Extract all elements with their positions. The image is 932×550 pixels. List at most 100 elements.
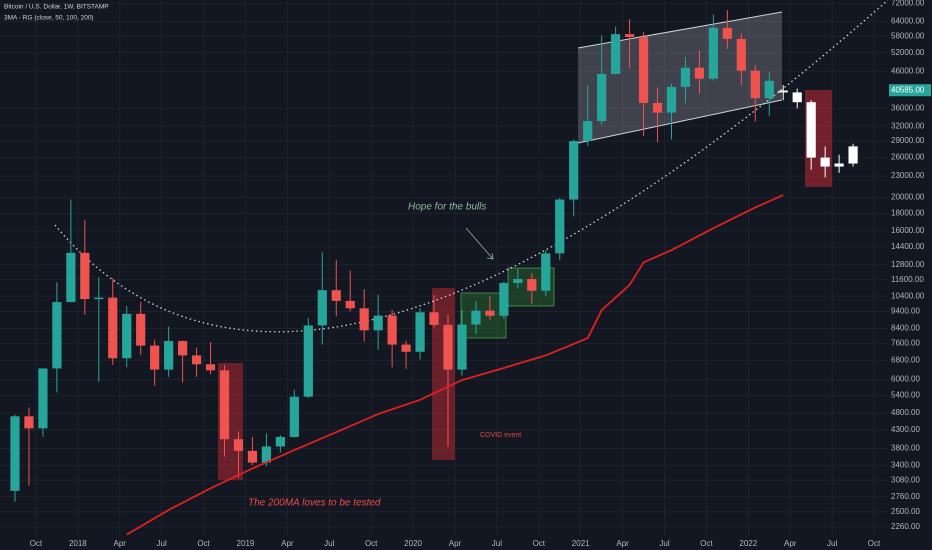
candle-body	[24, 416, 34, 429]
y-tick-label: 11600.00	[891, 275, 924, 284]
x-tick-label: Oct	[700, 539, 713, 548]
parabola	[54, 0, 889, 333]
candle-body	[401, 344, 411, 352]
candle-body	[499, 282, 509, 316]
candle-body	[205, 364, 216, 371]
candle-body	[359, 308, 369, 331]
y-tick-label: 8400.00	[891, 324, 920, 333]
y-tick-label: 36000.00	[891, 103, 925, 112]
x-tick-label: 2019	[237, 539, 255, 548]
candle-body	[611, 34, 621, 74]
x-tick-label: Oct	[30, 539, 43, 548]
candle-body	[652, 103, 663, 113]
y-tick-label: 4300.00	[891, 425, 920, 434]
annotation: Hope for the bulls	[408, 202, 486, 213]
indicator-label: 3MA - RG (close, 50, 100, 200)	[4, 15, 94, 22]
y-tick-label: 58000.00	[891, 31, 925, 40]
y-tick-label: 7600.00	[891, 339, 920, 348]
chart-title: Bitcoin / U.S. Dollar, 1W, BITSTAMP	[4, 4, 109, 11]
x-tick-label: Apr	[784, 539, 797, 548]
candle-body	[331, 290, 341, 301]
candle-body	[820, 157, 830, 167]
x-tick-label: 2020	[404, 539, 422, 548]
candle-body	[708, 27, 719, 79]
candle-body	[303, 325, 313, 397]
candle-body	[624, 34, 635, 38]
x-tick-label: Jul	[659, 539, 669, 548]
axes: 72000.00 64000.00 58000.00 52000.00 46000.00…	[30, 0, 931, 548]
y-tick-label: 2260.00	[891, 522, 920, 531]
candle-body	[736, 38, 746, 71]
candle-body	[848, 146, 858, 164]
candle-body	[38, 368, 48, 429]
y-tick-label: 6000.00	[891, 374, 920, 383]
y-tick-label: 5400.00	[891, 390, 920, 399]
arrow	[465, 227, 494, 260]
candle-body	[373, 315, 383, 331]
x-tick-label: Apr	[449, 539, 462, 548]
candle-body	[597, 73, 607, 122]
candle-body	[750, 70, 760, 99]
y-tick-label: 52000.00	[891, 48, 925, 57]
candle-body	[722, 27, 732, 39]
candle-body	[555, 199, 565, 254]
candle-body	[485, 310, 495, 316]
x-tick-label: Jul	[324, 539, 334, 548]
x-axis-panel	[0, 537, 888, 550]
y-tick-label: 29000.00	[891, 136, 925, 145]
candle-body	[792, 92, 802, 103]
green-zone	[460, 292, 507, 339]
y-tick-label: 32000.00	[891, 121, 925, 130]
candle-body	[66, 252, 76, 303]
candle-body	[429, 312, 439, 325]
candle-body	[164, 341, 174, 370]
y-tick-label: 14400.00	[891, 242, 925, 251]
candle-body	[666, 86, 677, 113]
y-tick-label: 64000.00	[891, 16, 925, 25]
x-tick-label: Oct	[197, 539, 210, 548]
marks	[10, 9, 858, 536]
candle-body	[541, 253, 551, 291]
candle-body	[680, 67, 691, 87]
x-tick-label: Apr	[114, 539, 127, 548]
last-price-label: 40585.00	[891, 85, 925, 94]
y-tick-label: 26000.00	[891, 153, 925, 162]
y-tick-label: 18000.00	[891, 208, 925, 217]
candle-body	[136, 313, 146, 346]
candle-body	[513, 279, 523, 283]
candle-body	[80, 252, 90, 300]
last-price-box	[889, 84, 931, 97]
candle-body	[317, 290, 327, 326]
y-tick-label: 3080.00	[891, 475, 920, 484]
candle-body	[191, 355, 202, 365]
candle-body	[527, 279, 537, 291]
x-tick-label: Jul	[827, 539, 837, 548]
candle-body	[806, 102, 816, 158]
candle-body	[583, 121, 593, 142]
candle-body	[261, 446, 272, 463]
x-tick-label: Oct	[533, 539, 546, 548]
candle-body	[233, 439, 244, 451]
x-tick-label: 2022	[739, 539, 757, 548]
candle-body	[638, 37, 649, 104]
candle-body	[569, 141, 579, 200]
x-tick-label: Jul	[492, 539, 502, 548]
candle-body	[52, 302, 62, 369]
y-tick-label: 9400.00	[891, 307, 920, 316]
x-tick-label: Apr	[281, 539, 294, 548]
x-tick-label: Oct	[365, 539, 378, 548]
y-tick-label: 4800.00	[891, 408, 920, 417]
annotation: COVID event	[480, 432, 521, 439]
channel-bottom	[577, 99, 783, 144]
candle-body	[443, 324, 453, 370]
candle-body	[694, 67, 705, 79]
candle-body	[289, 396, 299, 437]
candle-body	[471, 310, 481, 325]
annotation: The 200MA loves to be tested	[248, 498, 381, 509]
candle-body	[177, 341, 188, 356]
candle-body	[834, 163, 844, 167]
candle-body	[275, 436, 285, 447]
x-tick-label: Apr	[616, 539, 629, 548]
candle-body	[415, 312, 425, 352]
